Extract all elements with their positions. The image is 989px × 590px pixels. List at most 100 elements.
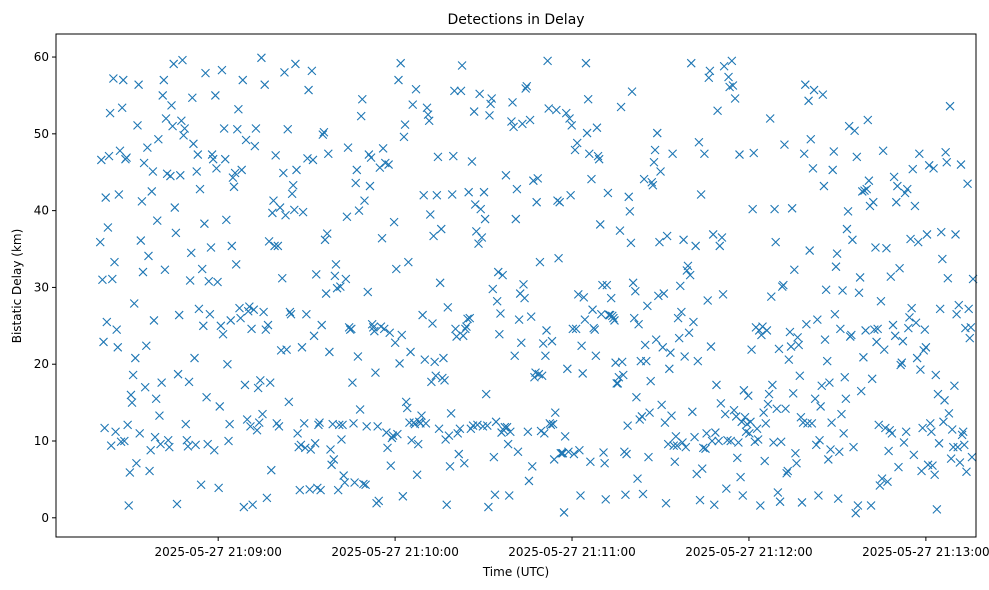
data-point (479, 187, 489, 197)
data-point (955, 458, 965, 467)
data-point (645, 408, 654, 417)
data-point (101, 193, 111, 202)
data-point (877, 474, 887, 484)
data-point (598, 280, 607, 290)
data-point (876, 296, 886, 306)
x-tick-label: 2025-05-27 21:10:00 (331, 545, 458, 559)
data-point (314, 420, 323, 430)
data-point (569, 449, 579, 459)
data-point (891, 197, 901, 207)
data-point (216, 321, 226, 331)
data-point (247, 324, 256, 334)
data-point (252, 425, 262, 435)
data-point (851, 508, 861, 518)
data-point (776, 437, 786, 447)
data-point (174, 310, 184, 320)
data-point (934, 438, 944, 448)
data-point (606, 293, 616, 303)
data-point (282, 345, 292, 355)
data-point (853, 501, 863, 510)
data-point (963, 179, 972, 189)
data-point (488, 284, 498, 294)
data-point (585, 457, 595, 467)
data-point (931, 370, 941, 380)
data-point (738, 491, 748, 500)
data-point (676, 307, 686, 317)
data-point (384, 160, 394, 169)
data-point (565, 114, 574, 123)
x-tick-label: 2025-05-27 21:12:00 (685, 545, 812, 559)
data-point (752, 424, 762, 434)
data-point (921, 342, 931, 352)
data-point (467, 157, 477, 166)
data-point (291, 59, 300, 69)
data-point (566, 190, 576, 200)
data-point (825, 378, 834, 388)
data-point (287, 189, 297, 199)
data-point (104, 151, 114, 161)
data-point (672, 441, 682, 451)
data-point (327, 460, 336, 470)
data-point (736, 472, 745, 482)
data-point (757, 330, 766, 340)
data-point (527, 461, 537, 471)
data-point (295, 485, 305, 495)
data-point (109, 74, 118, 83)
data-point (547, 336, 557, 346)
data-point (366, 153, 376, 163)
data-point (95, 237, 105, 247)
data-point (603, 188, 613, 198)
data-point (662, 231, 672, 241)
data-point (592, 123, 602, 133)
data-point (235, 303, 244, 313)
data-point (322, 229, 332, 239)
data-point (432, 190, 442, 200)
data-point (615, 226, 625, 235)
data-point (637, 412, 647, 421)
data-point (134, 80, 143, 90)
data-point (173, 369, 183, 379)
data-point (769, 438, 778, 447)
data-point (728, 81, 738, 90)
data-point (297, 342, 307, 352)
data-point (212, 164, 221, 173)
data-point (390, 338, 400, 348)
data-point (206, 243, 216, 252)
data-point (278, 168, 288, 178)
data-point (719, 61, 729, 71)
data-point (680, 352, 690, 361)
data-point (709, 500, 719, 510)
data-point (609, 313, 618, 323)
data-point (940, 395, 949, 405)
data-point (425, 210, 435, 219)
data-point (627, 87, 637, 96)
data-point (225, 419, 235, 429)
data-point (151, 394, 161, 404)
data-point (550, 408, 560, 417)
data-point (386, 461, 396, 470)
x-tick-label: 2025-05-27 21:13:00 (862, 545, 989, 559)
data-point (300, 443, 310, 453)
data-point (191, 440, 201, 450)
data-point (170, 203, 180, 212)
data-point (859, 352, 868, 362)
data-point (450, 86, 459, 96)
data-point (727, 56, 737, 66)
data-point (208, 154, 218, 164)
data-point (737, 417, 747, 427)
data-point (186, 248, 196, 258)
data-point (346, 324, 356, 334)
data-point (783, 466, 793, 476)
data-point (850, 126, 860, 136)
data-point (250, 141, 260, 151)
data-point (965, 333, 975, 343)
data-point (801, 319, 811, 329)
plot-frame (55, 33, 977, 538)
data-point (639, 174, 649, 184)
data-point (896, 360, 906, 370)
data-point (539, 428, 549, 438)
data-point (584, 149, 594, 159)
data-point (428, 319, 437, 328)
data-point (959, 440, 969, 450)
data-point (808, 164, 818, 173)
